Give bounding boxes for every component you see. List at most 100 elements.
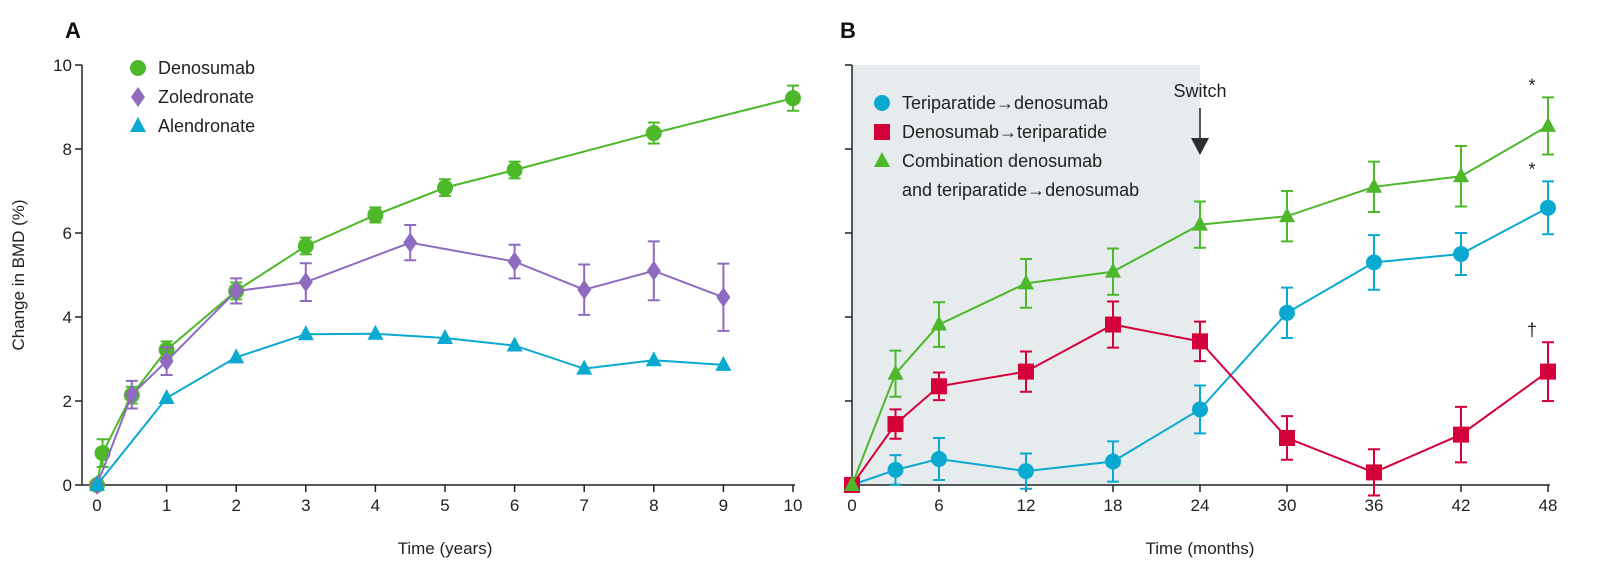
data-point (1453, 167, 1469, 183)
data-point (1366, 464, 1382, 481)
x-tick-label: 12 (1017, 496, 1036, 515)
data-point (89, 476, 105, 491)
series-alendronate (89, 324, 732, 491)
data-point (297, 325, 314, 341)
series-line (96, 241, 724, 486)
data-point (506, 336, 523, 352)
x-tick-label: 30 (1278, 496, 1297, 515)
data-point (1540, 363, 1556, 380)
series-line (96, 332, 724, 486)
x-tick-label: 5 (440, 496, 449, 515)
x-tick-label: 9 (719, 496, 728, 515)
x-tick-label: 1 (162, 496, 171, 515)
data-point (1279, 304, 1295, 321)
data-point (887, 416, 904, 433)
legend-label: Zoledronate (158, 87, 254, 107)
x-tick-label: 42 (1452, 496, 1471, 515)
data-point (228, 348, 245, 364)
x-axis-label: Time (years) (398, 539, 493, 558)
data-point (931, 378, 947, 395)
data-point (229, 280, 244, 301)
x-tick-label: 6 (934, 496, 943, 515)
panel-a: A 0 2 4 6 8 10 0 1 2 3 4 5 6 7 8 9 10 Time (years) Change i… (9, 18, 802, 558)
legend-label: Denosumab (158, 58, 255, 78)
x-tick-label: 6 (510, 496, 519, 515)
series-line (851, 125, 1549, 486)
significance-mark: † (1527, 320, 1537, 340)
legend-label: Combination denosumab (902, 151, 1102, 171)
series-teriparatide-denosumab: * (844, 159, 1556, 493)
data-point (1540, 116, 1556, 132)
series-denosumab (89, 84, 801, 493)
data-point (645, 351, 662, 367)
data-point (506, 162, 523, 178)
legend-marker (874, 95, 890, 111)
data-point (1018, 463, 1034, 480)
data-point (1105, 262, 1121, 278)
y-tick-label: 8 (63, 140, 72, 159)
y-tick-label: 2 (63, 392, 72, 411)
data-point (298, 272, 313, 293)
data-point (367, 206, 384, 223)
data-point (645, 125, 662, 142)
x-tick-label: 2 (231, 496, 240, 515)
legend-item: Combination denosumab and teriparatide→de… (874, 151, 1139, 200)
data-point (646, 260, 661, 281)
x-tick-label: 24 (1191, 496, 1210, 515)
legend-item: Zoledronate (131, 87, 254, 107)
data-point (716, 287, 731, 308)
data-point (1366, 177, 1382, 193)
data-point (94, 445, 111, 462)
x-tick-label: 10 (784, 496, 803, 515)
legend-marker (130, 117, 146, 132)
switch-label: Switch (1173, 81, 1226, 101)
data-point (158, 389, 175, 405)
legend-label: Denosumab→teriparatide (902, 122, 1107, 142)
data-point (437, 179, 453, 196)
series-line (96, 97, 794, 486)
series-line (851, 206, 1549, 486)
series-combination-denosumab-and-teriparatide-denosumab: * (844, 75, 1556, 491)
series-denosumab-teriparatide: † (844, 300, 1556, 497)
x-tick-label: 0 (847, 496, 856, 515)
data-point (1192, 333, 1208, 350)
data-point (1279, 207, 1295, 223)
data-point (1540, 199, 1556, 216)
legend-item: Teriparatide→denosumab (874, 93, 1108, 113)
data-point (403, 232, 418, 253)
data-point (1453, 426, 1469, 443)
data-point (1018, 274, 1034, 290)
data-point (577, 279, 592, 300)
data-point (1018, 363, 1034, 380)
data-point (367, 324, 384, 340)
data-point (1279, 429, 1295, 446)
x-tick-label: 18 (1104, 496, 1123, 515)
x-tick-label: 36 (1365, 496, 1384, 515)
data-point (715, 355, 732, 371)
data-point (576, 359, 593, 375)
data-point (1105, 453, 1121, 470)
y-tick-label: 4 (63, 308, 72, 327)
series-line (851, 323, 1549, 486)
panel-b: B 0 6 12 18 24 30 36 42 48 Time (months) Switch * Ter… (840, 18, 1557, 558)
data-point (124, 384, 139, 405)
data-point (1105, 316, 1121, 333)
x-tick-label: 4 (371, 496, 380, 515)
data-point (844, 476, 860, 491)
data-point (159, 351, 174, 372)
significance-mark: * (1528, 75, 1535, 95)
data-point (1192, 215, 1208, 231)
panel-label: A (65, 18, 81, 43)
legend-item: Alendronate (130, 116, 255, 136)
data-point (887, 364, 904, 380)
significance-mark: * (1528, 159, 1535, 179)
legend-marker (130, 60, 146, 76)
y-tick-label: 10 (53, 56, 72, 75)
legend-label: Teriparatide→denosumab (902, 93, 1108, 113)
x-tick-label: 7 (579, 496, 588, 515)
legend-marker (874, 152, 890, 167)
y-tick-label: 0 (63, 476, 72, 495)
legend-item: Denosumab→teriparatide (874, 122, 1107, 142)
y-axis-label: Change in BMD (%) (9, 199, 28, 350)
